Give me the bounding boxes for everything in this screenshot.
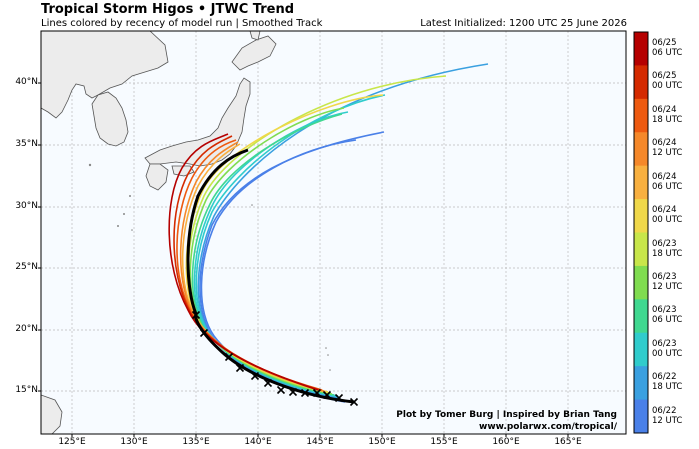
track-position-marker: [199, 328, 209, 338]
colorbar-label: 06/23 06 UTC: [652, 305, 683, 326]
colorbar-swatch: [634, 132, 648, 167]
lat-label-30: 30°N: [15, 201, 38, 211]
axis-ticks: [38, 82, 569, 437]
track-position-marker: [224, 352, 234, 362]
lat-label-25: 25°N: [15, 262, 38, 272]
colorbar-swatch: [634, 65, 648, 100]
chart-subtitle: Lines colored by recency of model run | …: [41, 18, 323, 29]
track-position-marker: [312, 388, 322, 398]
colorbar-swatch: [634, 98, 648, 133]
colorbar-label: 06/25 06 UTC: [652, 38, 683, 58]
credit-line-1: Plot by Tomer Burg | Inspired by Brian T…: [396, 410, 617, 420]
colorbar-label: 06/24 00 UTC: [652, 205, 683, 226]
lon-label-155: 155°E: [430, 437, 458, 447]
credit-line-2: www.polarwx.com/tropical/: [479, 422, 617, 432]
colorbar: [633, 31, 649, 434]
colorbar-swatch: [634, 332, 648, 367]
track-position-marker: [263, 378, 273, 388]
japan-kyushu: [145, 163, 169, 191]
colorbar-label: 06/22 12 UTC: [652, 405, 683, 426]
lat-label-35: 35°N: [15, 139, 38, 149]
track-position-marker: [322, 390, 332, 400]
sakhalin: [249, 31, 261, 41]
colorbar-label: 06/24 06 UTC: [652, 171, 683, 192]
colorbar-swatch: [634, 399, 648, 434]
japan-hokkaido: [231, 35, 277, 71]
lon-label-165: 165°E: [554, 437, 582, 447]
colorbar-swatch: [634, 165, 648, 200]
chart-title: Tropical Storm Higos • JTWC Trend: [41, 2, 295, 17]
track-position-marker: [191, 310, 201, 320]
colorbar-label: 06/24 12 UTC: [652, 138, 683, 159]
lon-label-150: 150°E: [368, 437, 396, 447]
colorbar-swatch: [634, 199, 648, 233]
forecast-track-line: [168, 133, 319, 391]
track-markers: [191, 310, 359, 407]
lon-label-145: 145°E: [306, 437, 334, 447]
track-position-marker: [235, 363, 245, 373]
asian-continent: [41, 31, 169, 119]
colorbar-swatch: [634, 299, 648, 334]
track-position-marker: [250, 371, 260, 381]
colorbar-label: 06/23 18 UTC: [652, 238, 683, 259]
small-islands: [88, 163, 331, 401]
lon-label-160: 160°E: [492, 437, 520, 447]
lon-label-130: 130°E: [120, 437, 148, 447]
map-frame: [40, 30, 627, 435]
lat-label-40: 40°N: [15, 77, 38, 87]
colorbar-frame: [633, 31, 649, 434]
colorbar-label: 06/23 00 UTC: [652, 338, 683, 359]
colorbar-swatch: [634, 232, 648, 267]
grid-lines: [41, 31, 626, 434]
landmass: [41, 31, 277, 434]
lon-label-125: 125°E: [58, 437, 86, 447]
colorbar-label: 06/24 18 UTC: [652, 104, 683, 125]
colorbar-swatch: [634, 366, 648, 401]
taiwan-coast: [41, 394, 63, 434]
colorbar-swatch: [634, 32, 648, 66]
lon-label-135: 135°E: [182, 437, 210, 447]
initialized-time: Latest Initialized: 1200 UTC 25 June 202…: [420, 18, 627, 29]
track-position-marker: [334, 393, 344, 403]
colorbar-label: 06/25 00 UTC: [652, 71, 683, 92]
track-position-marker: [276, 385, 286, 395]
track-position-marker: [288, 387, 298, 397]
lat-label-20: 20°N: [15, 324, 38, 334]
lat-label-15: 15°N: [15, 385, 38, 395]
colorbar-swatch: [634, 265, 648, 300]
ocean-area: [41, 31, 626, 434]
track-position-marker: [300, 388, 310, 398]
korean-peninsula: [91, 91, 129, 147]
track-position-marker: [349, 397, 359, 407]
lon-label-140: 140°E: [244, 437, 272, 447]
colorbar-label: 06/23 12 UTC: [652, 271, 683, 292]
colorbar-label: 06/22 18 UTC: [652, 372, 683, 393]
